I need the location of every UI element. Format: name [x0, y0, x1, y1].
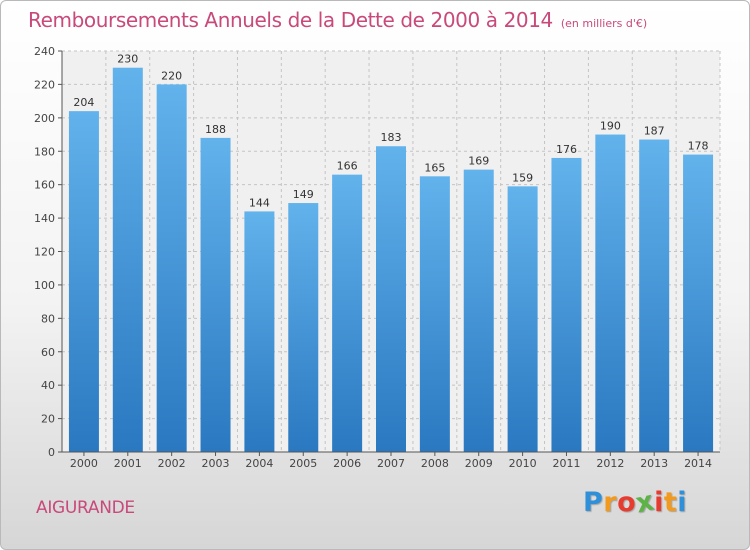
logo-letter: i	[654, 487, 664, 518]
bar[interactable]	[288, 203, 319, 452]
x-tick-label: 2003	[202, 457, 230, 470]
bar[interactable]	[639, 139, 670, 452]
y-tick-label: 240	[34, 45, 55, 58]
bar-value-label: 178	[688, 140, 709, 153]
x-tick-label: 2008	[421, 457, 449, 470]
x-tick-label: 2009	[465, 457, 493, 470]
y-tick-label: 100	[34, 279, 55, 292]
bar[interactable]	[463, 169, 494, 453]
x-tick-label: 2001	[114, 457, 142, 470]
x-tick-label: 2004	[245, 457, 273, 470]
bar-value-label: 187	[644, 125, 665, 138]
bar-value-label: 220	[161, 69, 182, 82]
chart-title: Remboursements Annuels de la Dette de 20…	[28, 8, 648, 32]
city-name: AIGURANDE	[36, 498, 135, 518]
x-tick-label: 2011	[552, 457, 580, 470]
x-tick-label: 2002	[158, 457, 186, 470]
x-tick-label: 2014	[684, 457, 712, 470]
logo-letter: r	[603, 487, 618, 518]
logo-letter: P	[583, 487, 604, 518]
y-tick-label: 120	[34, 246, 55, 259]
bar-value-label: 188	[205, 123, 226, 136]
x-tick-label: 2005	[289, 457, 317, 470]
bar-value-label: 149	[293, 188, 314, 201]
y-tick-label: 20	[41, 413, 55, 426]
x-tick-label: 2007	[377, 457, 405, 470]
bar-value-label: 169	[468, 155, 489, 168]
x-tick-label: 2006	[333, 457, 361, 470]
y-tick-label: 0	[48, 446, 55, 459]
bar-value-label: 183	[381, 131, 402, 144]
bar[interactable]	[200, 137, 231, 452]
bar-value-label: 190	[600, 120, 621, 133]
bar[interactable]	[551, 157, 582, 452]
logo-letter: t	[663, 487, 678, 518]
x-tick-label: 2010	[509, 457, 537, 470]
bar-value-label: 204	[73, 96, 94, 109]
y-tick-label: 80	[41, 312, 55, 325]
bars	[68, 67, 714, 453]
unit-label: (en milliers d'€)	[560, 17, 648, 30]
bar-value-label: 230	[117, 53, 138, 66]
axes	[58, 50, 720, 456]
bar-value-label: 166	[337, 160, 358, 173]
bar-value-label: 144	[249, 196, 270, 209]
bar[interactable]	[244, 211, 275, 452]
logo-letter: o	[617, 487, 637, 518]
logo-letter: i	[677, 487, 688, 518]
y-tick-label: 140	[34, 212, 55, 225]
bar-value-label: 176	[556, 143, 577, 156]
bar[interactable]	[376, 146, 406, 453]
bar[interactable]	[507, 186, 538, 452]
y-tick-label: 200	[34, 112, 55, 125]
y-tick-label: 160	[34, 179, 55, 192]
x-tick-label: 2013	[640, 457, 668, 470]
labels: 0 20 40 60 80 100 120 140 160 180 200 220 240 204 2000…	[34, 45, 712, 470]
bar[interactable]	[112, 67, 143, 452]
bar-value-label: 159	[512, 171, 533, 184]
bar-value-label: 165	[424, 161, 445, 174]
bar[interactable]	[332, 174, 363, 452]
y-tick-label: 180	[34, 145, 55, 158]
bar[interactable]	[156, 84, 187, 453]
bar[interactable]	[683, 154, 714, 452]
proxiti-logo[interactable]: Proxiti	[583, 485, 688, 519]
x-tick-label: 2012	[596, 457, 624, 470]
y-tick-label: 40	[41, 379, 55, 392]
y-tick-label: 60	[41, 346, 55, 359]
x-tick-label: 2000	[70, 457, 98, 470]
y-tick-label: 220	[34, 78, 55, 91]
bar[interactable]	[419, 176, 450, 452]
bar[interactable]	[68, 111, 99, 453]
bar[interactable]	[595, 134, 626, 452]
